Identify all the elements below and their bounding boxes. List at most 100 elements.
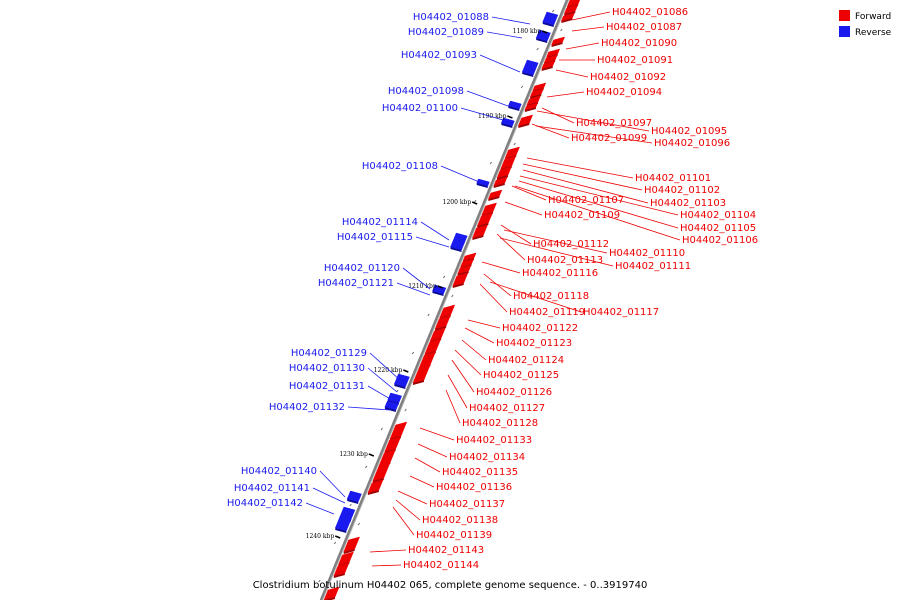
forward-gene-label: H04402_01118 <box>513 291 589 302</box>
minor-tick <box>474 199 477 203</box>
forward-leader-line <box>461 339 487 361</box>
map-caption: Clostridium botulinum H04402 065, comple… <box>253 580 648 591</box>
reverse-leader-line <box>305 502 335 515</box>
forward-gene-label: H04402_01117 <box>583 307 659 318</box>
reverse-gene-label: H04402_01108 <box>362 161 438 172</box>
major-tick <box>507 115 513 119</box>
forward-gene-label: H04402_01090 <box>601 38 677 49</box>
gene-shade <box>452 283 464 288</box>
forward-gene-label: H04402_01110 <box>609 248 685 259</box>
forward-leader-line <box>522 169 649 204</box>
gene-shade <box>372 478 384 483</box>
label-layer: H04402_01088 H04402_01089 H04402_01093 H044… <box>227 7 758 571</box>
reverse-leader-line <box>460 107 504 121</box>
forward-gene-label: H04402_01136 <box>436 482 512 493</box>
reverse-gene-label: H04402_01093 <box>401 50 477 61</box>
minor-tick <box>333 541 337 545</box>
reverse-gene-label: H04402_01089 <box>408 27 484 38</box>
legend-label: Forward <box>855 12 891 22</box>
reverse-gene-label: H04402_01142 <box>227 498 303 509</box>
forward-leader-line <box>504 201 543 216</box>
reverse-gene-label: H04402_01129 <box>291 348 367 359</box>
reverse-leader-line <box>312 487 346 504</box>
gene-shade <box>457 271 469 276</box>
minor-tick <box>349 503 352 507</box>
forward-gene-label: H04402_01105 <box>680 223 756 234</box>
reverse-gene-label: H04402_01120 <box>324 263 400 274</box>
forward-leader-line <box>546 91 585 98</box>
gene-shade <box>551 42 563 47</box>
minor-tick <box>513 142 516 146</box>
minor-tick <box>442 275 446 279</box>
forward-leader-line <box>526 157 634 179</box>
forward-gene-label: H04402_01125 <box>483 370 559 381</box>
gene-shade <box>564 11 576 16</box>
forward-leader-line <box>514 185 681 241</box>
tick-label: 1190 kbp <box>478 113 507 120</box>
minor-tick <box>318 579 321 583</box>
major-tick <box>542 30 548 34</box>
minor-tick <box>404 408 407 412</box>
gene-shade <box>508 106 520 111</box>
forward-gene-label: H04402_01099 <box>571 133 647 144</box>
forward-gene-label: H04402_01109 <box>544 210 620 221</box>
forward-gene-label: H04402_01127 <box>469 403 545 414</box>
forward-gene-label: H04402_01139 <box>416 530 492 541</box>
forward-gene-label: H04402_01103 <box>650 198 726 209</box>
gene-shade <box>394 384 406 389</box>
reverse-leader-line <box>466 90 509 107</box>
reverse-gene-label: H04402_01131 <box>289 381 365 392</box>
forward-leader-line <box>571 11 611 21</box>
legend-label: Reverse <box>855 28 892 38</box>
gene-shade <box>472 235 484 240</box>
reverse-gene-label: H04402_01115 <box>337 232 413 243</box>
forward-leader-line <box>511 185 547 201</box>
forward-gene-label: H04402_01122 <box>502 323 578 334</box>
reverse-leader-line <box>491 16 531 25</box>
forward-gene-label: H04402_01091 <box>597 55 673 66</box>
forward-leader-line <box>535 125 653 144</box>
gene-shade <box>384 407 396 412</box>
forward-gene-label: H04402_01123 <box>496 338 572 349</box>
reverse-leader-line <box>402 267 431 290</box>
gene-shade <box>476 183 488 188</box>
legend-swatch <box>839 26 850 37</box>
forward-leader-line <box>392 506 415 536</box>
forward-leader-line <box>503 229 608 254</box>
gene-shade <box>367 490 379 495</box>
reverse-gene-label: H04402_01114 <box>342 217 418 228</box>
tick-label: 1240 kbp <box>306 533 335 540</box>
forward-gene-label: H04402_01137 <box>429 499 505 510</box>
forward-gene-label: H04402_01096 <box>654 138 730 149</box>
gene-shade <box>412 380 424 385</box>
reverse-leader-line <box>486 31 523 39</box>
gene-shade <box>536 38 548 43</box>
forward-leader-line <box>395 499 421 521</box>
forward-leader-line <box>536 110 650 132</box>
minor-tick <box>427 313 430 317</box>
reverse-leader-line <box>319 470 346 498</box>
forward-gene-label: H04402_01138 <box>422 515 498 526</box>
forward-gene-label: H04402_01107 <box>548 195 624 206</box>
forward-leader-line <box>522 163 643 191</box>
major-tick <box>471 201 478 205</box>
gene-shade <box>477 223 489 228</box>
forward-leader-line <box>479 283 508 313</box>
forward-leader-line <box>500 224 532 245</box>
major-tick <box>437 285 444 289</box>
reverse-leader-line <box>440 165 485 185</box>
minor-tick <box>411 351 415 355</box>
forward-gene-label: H04402_01112 <box>533 239 609 250</box>
forward-gene-label: H04402_01086 <box>612 7 688 18</box>
reverse-gene-label: H04402_01121 <box>318 278 394 289</box>
reverse-leader-line <box>415 236 450 248</box>
forward-gene-label: H04402_01116 <box>522 268 598 279</box>
forward-gene-label: H04402_01133 <box>456 435 532 446</box>
tick-label: 1230 kbp <box>339 451 368 458</box>
leader-line-layer <box>305 11 681 567</box>
forward-leader-line <box>369 549 407 553</box>
forward-leader-line <box>464 327 495 344</box>
genome-backbone <box>319 0 569 600</box>
gene-shade <box>435 326 447 331</box>
forward-leader-line <box>417 443 448 458</box>
